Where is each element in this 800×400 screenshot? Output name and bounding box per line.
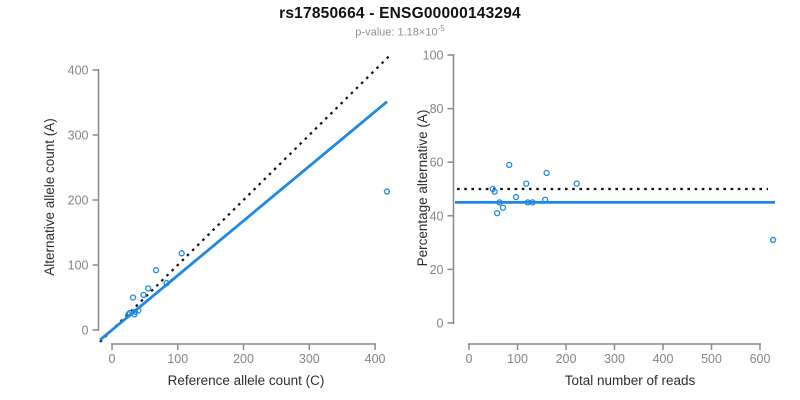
pvalue-text: p-value: 1.18×10 [355, 26, 438, 39]
y-tick-label: 0 [437, 317, 444, 331]
data-point [543, 169, 550, 177]
y-tick-label: 40 [430, 209, 444, 223]
data-point [131, 311, 138, 318]
data-point [512, 193, 520, 201]
data-point [493, 209, 501, 217]
y-tick-label: 80 [430, 102, 444, 116]
x-tick-label: 400 [653, 352, 674, 366]
expected-line [99, 54, 391, 343]
x-tick-label: 300 [604, 352, 625, 366]
data-point [140, 291, 147, 299]
data-point [573, 180, 580, 187]
x-tick-label: 100 [507, 352, 528, 366]
data-point [129, 294, 137, 301]
x-tick-label: 400 [365, 352, 386, 366]
data-point [135, 307, 142, 314]
x-tick-label: 0 [466, 352, 473, 366]
plot-title: rs17850664 - ENSG00000143294 [279, 5, 521, 22]
plot-subtitle: p-value: 1.18×10-5 [0, 24, 800, 39]
y-axis-title: Alternative allele count (A) [42, 118, 57, 276]
data-point [145, 285, 152, 292]
y-tick-label: 20 [430, 263, 444, 277]
data-point [496, 199, 503, 206]
x-tick-label: 200 [233, 352, 254, 366]
x-tick-label: 500 [701, 352, 722, 366]
y-tick-label: 300 [68, 129, 89, 143]
data-point [131, 308, 139, 315]
pvalue-exponent: -5 [437, 24, 445, 33]
data-point [491, 188, 498, 195]
y-axis-title: Percentage alternative (A) [415, 110, 430, 267]
data-point [523, 180, 530, 187]
x-axis-title: Total number of reads [565, 373, 696, 388]
data-point [178, 250, 185, 257]
data-point [769, 236, 777, 244]
x-tick-label: 300 [299, 352, 320, 366]
x-tick-label: 200 [556, 352, 577, 366]
x-tick-label: 100 [167, 352, 188, 366]
data-point [152, 267, 160, 274]
data-point [163, 280, 170, 287]
x-tick-label: 600 [750, 352, 771, 366]
data-point [383, 188, 391, 195]
y-tick-label: 200 [68, 194, 89, 208]
data-point [499, 204, 507, 211]
data-point [506, 161, 513, 169]
data-point [529, 199, 536, 206]
data-point [125, 311, 132, 318]
y-tick-label: 400 [68, 64, 89, 78]
data-point [541, 196, 549, 203]
x-tick-label: 0 [109, 352, 116, 366]
y-tick-label: 100 [423, 49, 444, 63]
y-tick-label: 60 [430, 156, 444, 170]
fitted-line [99, 100, 388, 342]
x-axis-title: Reference allele count (C) [168, 373, 325, 388]
y-tick-label: 100 [68, 259, 89, 273]
y-tick-label: 0 [82, 324, 89, 338]
